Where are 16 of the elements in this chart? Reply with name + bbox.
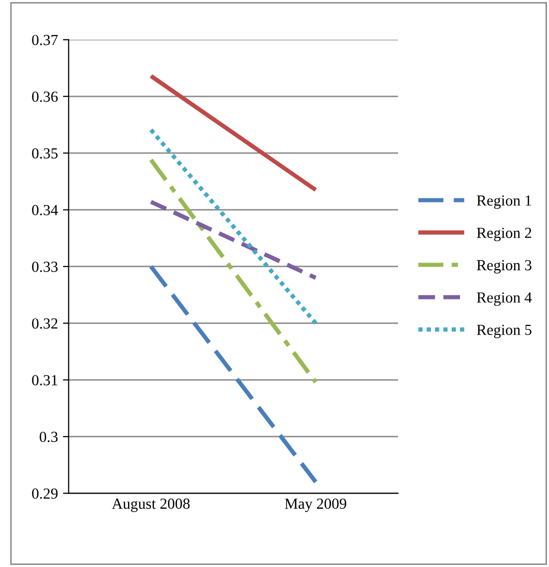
y-tick-label: 0.37 [32, 34, 58, 46]
legend-label: Region 5 [476, 324, 532, 338]
y-tick-label: 0.29 [32, 488, 58, 499]
legend-label: Region 3 [476, 260, 532, 274]
y-tick-label: 0.3 [40, 432, 58, 442]
legend-label: Region 4 [476, 292, 532, 306]
x-tick-label: August 2008 [112, 498, 190, 512]
y-tick-label: 0.31 [32, 375, 58, 386]
y-tick-label: 0.33 [32, 262, 58, 272]
y-tick-label: 0.32 [32, 318, 58, 329]
y-tick-label: 0.35 [32, 148, 58, 159]
x-tick-label: May 2009 [284, 498, 346, 512]
legend-label: Region 2 [476, 228, 532, 242]
y-tick-label: 0.34 [32, 204, 58, 216]
y-tick-label: 0.36 [32, 92, 58, 102]
legend-label: Region 1 [476, 195, 532, 209]
